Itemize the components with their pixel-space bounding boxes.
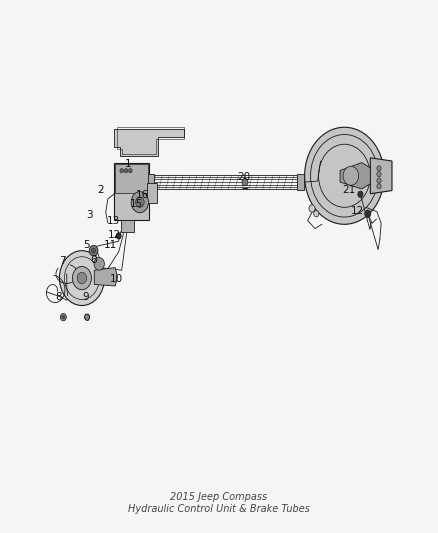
Text: 12: 12 [108,230,121,240]
Circle shape [92,248,95,253]
Circle shape [129,168,132,173]
Circle shape [60,251,104,305]
Circle shape [358,191,363,197]
Polygon shape [121,220,134,232]
Circle shape [304,127,384,224]
Text: 3: 3 [86,210,92,220]
Circle shape [94,257,104,270]
Text: 5: 5 [83,240,89,251]
Circle shape [309,205,315,212]
Text: 11: 11 [103,240,117,250]
Circle shape [135,197,144,207]
Polygon shape [115,164,148,192]
Circle shape [365,210,371,217]
Circle shape [377,166,381,171]
Text: 21: 21 [342,185,355,195]
Circle shape [62,316,65,319]
Text: 2015 Jeep Compass
Hydraulic Control Unit & Brake Tubes: 2015 Jeep Compass Hydraulic Control Unit… [128,492,310,514]
Polygon shape [114,130,184,156]
Text: 10: 10 [110,273,123,284]
Circle shape [89,245,98,256]
Polygon shape [371,158,392,193]
Polygon shape [297,174,304,190]
Text: 8: 8 [56,292,62,302]
Circle shape [377,172,381,177]
Circle shape [314,211,319,217]
Text: 15: 15 [130,199,144,209]
Polygon shape [147,183,157,203]
Text: 20: 20 [237,172,251,182]
Text: 1: 1 [125,159,131,168]
Text: 16: 16 [136,190,149,200]
Text: 7: 7 [59,256,66,266]
Circle shape [116,233,121,239]
Circle shape [131,191,148,213]
Circle shape [60,313,66,321]
Circle shape [377,184,381,189]
Text: 2: 2 [97,185,103,195]
Polygon shape [148,174,154,190]
Circle shape [120,168,124,173]
Polygon shape [94,268,117,286]
Circle shape [72,266,92,290]
Circle shape [77,272,87,284]
Circle shape [124,168,128,173]
Circle shape [377,178,381,183]
Text: 9: 9 [82,292,89,302]
Text: 13: 13 [106,216,120,225]
Polygon shape [340,163,371,189]
Circle shape [343,166,359,185]
Text: 6: 6 [90,255,97,265]
Polygon shape [114,163,149,220]
Text: 12: 12 [351,206,364,216]
Circle shape [242,179,248,186]
Circle shape [85,314,90,320]
